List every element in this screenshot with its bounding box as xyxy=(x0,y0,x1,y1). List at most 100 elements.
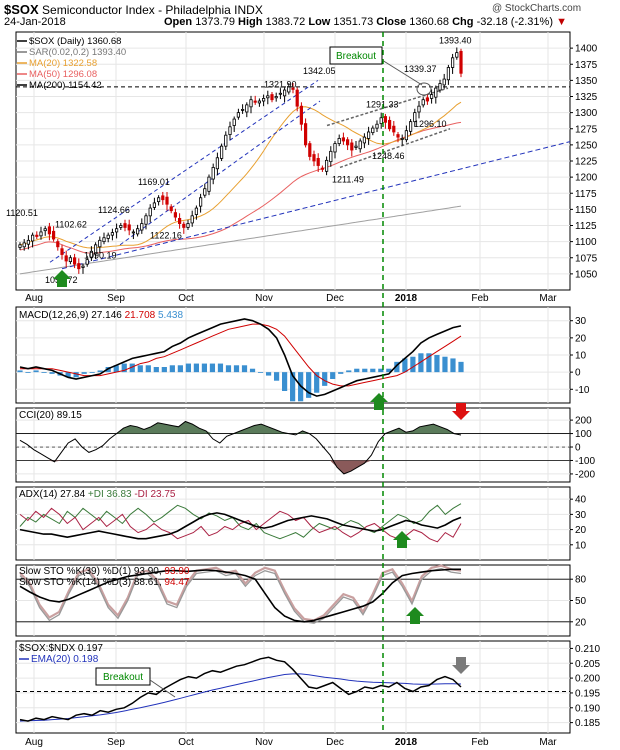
macd-histogram-bar xyxy=(418,353,424,373)
y-tick-label: 1200 xyxy=(575,173,598,184)
y-tick-label: 0.185 xyxy=(575,718,600,729)
price-annotation: 1342.05 xyxy=(303,66,336,76)
candle-body xyxy=(442,78,446,86)
ratio-ema-legend: EMA(20) 0.198 xyxy=(31,654,99,665)
quote-date: 24-Jan-2018 xyxy=(4,16,66,28)
candle-body xyxy=(148,207,152,217)
price-legend-item: $SOX (Daily) 1360.68 xyxy=(29,36,121,47)
y-tick-label: 0 xyxy=(575,443,581,454)
candle-body xyxy=(98,239,102,248)
plus-di-line xyxy=(19,503,462,540)
quote-line: 24-Jan-2018 Open 1373.79 High 1383.72 Lo… xyxy=(4,16,567,28)
panel-frame-5 xyxy=(15,640,571,734)
macd-histogram-bar xyxy=(73,372,79,378)
candle-body xyxy=(224,134,228,147)
y-tick-label: -200 xyxy=(575,469,595,480)
macd-histogram-bar xyxy=(49,372,55,374)
y-tick-label: 1225 xyxy=(575,157,598,168)
macd-histogram-bar xyxy=(426,353,432,373)
macd-histogram-bar xyxy=(450,358,456,373)
macd-legend-item: 5.438 xyxy=(155,310,183,321)
candle-body xyxy=(282,89,287,97)
x-axis-label-bottom: Oct xyxy=(178,737,194,748)
wedge-lower-line xyxy=(339,128,451,169)
y-tick-label: 1100 xyxy=(575,237,597,248)
candle-body xyxy=(270,94,274,101)
y-tick-label: 1275 xyxy=(575,124,598,135)
x-axis-label-bottom: Sep xyxy=(107,737,125,748)
y-tick-label: 0.190 xyxy=(575,703,600,714)
y-tick-label: 1250 xyxy=(575,140,598,151)
macd-histogram-bar xyxy=(65,372,71,378)
macd-histogram-bar xyxy=(137,365,143,373)
macd-histogram-bar xyxy=(33,370,39,373)
breakout-callout-label: Breakout xyxy=(336,51,376,62)
down-arrow-icon xyxy=(452,657,470,674)
price-annotation: 1102.62 xyxy=(55,219,87,229)
chg-down-icon: ▼ xyxy=(556,16,567,28)
candle-body xyxy=(358,140,362,150)
candle-body xyxy=(190,215,194,224)
candle-body xyxy=(26,239,31,245)
macd-histogram-bar xyxy=(153,367,159,373)
candle-body xyxy=(253,100,257,103)
credit-text: @ StockCharts.com xyxy=(492,3,582,14)
price-legend-item: MA(200) 1154.42 xyxy=(29,80,102,91)
ma50-line xyxy=(19,121,462,254)
candle-body xyxy=(408,121,413,132)
candle-body xyxy=(68,257,72,263)
long-trendline xyxy=(61,141,571,270)
close-label: Close xyxy=(376,16,407,28)
y-tick-label: 10 xyxy=(575,351,587,362)
price-annotation: 1321.90 xyxy=(264,79,297,89)
candle-body xyxy=(106,234,110,239)
y-tick-label: 20 xyxy=(575,617,587,628)
candle-body xyxy=(249,99,253,108)
y-tick-label: -100 xyxy=(575,456,595,467)
ratio-ema-line xyxy=(19,673,462,722)
y-tick-label: 1375 xyxy=(575,60,598,71)
chg-value: -32.18 (-2.31%) xyxy=(476,16,553,28)
high-value: 1383.72 xyxy=(265,16,306,28)
candle-body xyxy=(375,123,379,129)
y-tick-label: -10 xyxy=(575,385,590,396)
macd-histogram-bar xyxy=(330,372,336,379)
macd-histogram-bar xyxy=(378,368,384,373)
upper-channel-line xyxy=(49,79,319,263)
macd-histogram-bar xyxy=(241,365,248,373)
macd-legend-item: MACD(12,26,9) 27.146 xyxy=(19,310,122,321)
price-legend-item: MA(20) 1322.58 xyxy=(29,58,97,69)
candle-body xyxy=(261,98,266,102)
candle-body xyxy=(85,259,89,265)
candle-body xyxy=(459,50,463,74)
x-axis-label-mid: Aug xyxy=(25,293,43,304)
candle-body xyxy=(245,104,249,113)
candle-body xyxy=(35,234,39,237)
adx-legend-item: ADX(14) 27.84 xyxy=(19,489,86,500)
candle-body xyxy=(341,137,346,142)
x-axis-label-mid: Feb xyxy=(471,293,489,304)
x-axis-label-bottom: 2018 xyxy=(395,737,418,748)
price-annotation: 1169.01 xyxy=(138,177,170,187)
candle-body xyxy=(425,97,430,102)
price-annotation: 1120.51 xyxy=(6,208,38,218)
macd-histogram-bar xyxy=(129,363,135,373)
candle-body xyxy=(446,67,451,81)
macd-histogram-bar xyxy=(209,363,216,373)
macd-histogram-bar xyxy=(225,365,232,373)
y-tick-label: 0 xyxy=(575,368,581,379)
candle-body xyxy=(379,117,383,124)
candle-body xyxy=(127,224,131,231)
macd-histogram-bar xyxy=(97,370,103,373)
y-tick-label: 0.200 xyxy=(575,674,600,685)
candle-body xyxy=(350,142,354,151)
x-axis-label-mid: Sep xyxy=(107,293,125,304)
candle-body xyxy=(345,139,350,146)
y-tick-label: 1325 xyxy=(575,92,598,103)
y-tick-label: 20 xyxy=(575,525,587,536)
candle-body xyxy=(161,195,165,201)
y-tick-label: 1400 xyxy=(575,44,598,55)
candle-body xyxy=(257,100,262,104)
high-label: High xyxy=(238,16,263,28)
sto39-line xyxy=(19,568,461,623)
